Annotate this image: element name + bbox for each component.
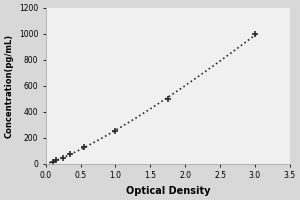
Y-axis label: Concentration(pg/mL): Concentration(pg/mL): [4, 34, 13, 138]
X-axis label: Optical Density: Optical Density: [125, 186, 210, 196]
